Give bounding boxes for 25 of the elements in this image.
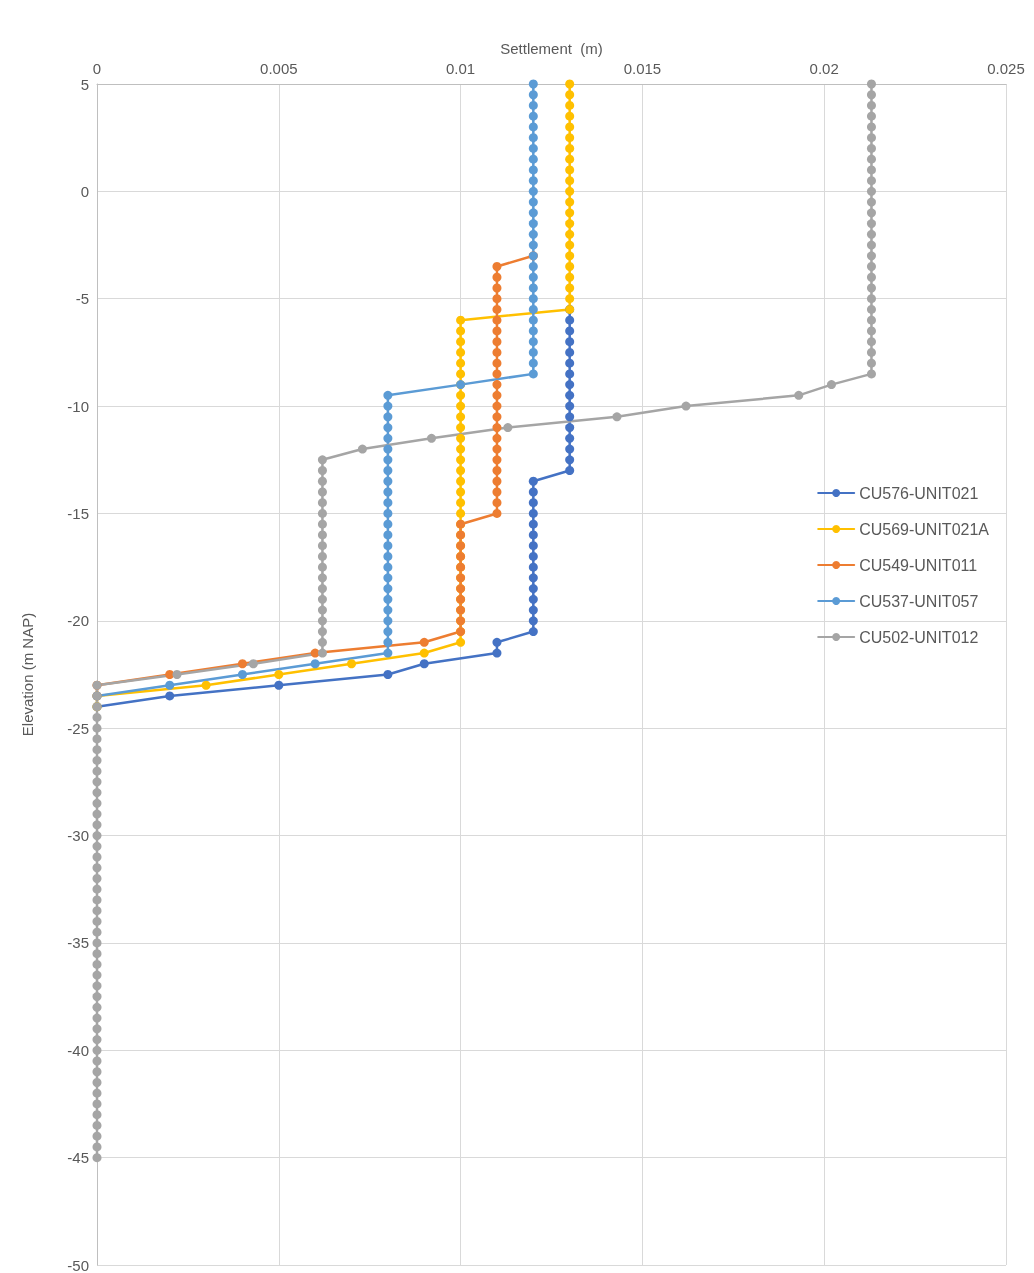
y-tick-label: -30: [67, 827, 89, 845]
y-tick-label: -10: [67, 397, 89, 415]
y-axis-title: Elevation (m NAP): [19, 612, 36, 737]
y-tick-label: -20: [67, 612, 89, 630]
legend-label: CU569-UNIT021A: [859, 520, 990, 538]
y-tick-label: -25: [67, 719, 89, 737]
y-tick-label: 0: [80, 182, 89, 200]
x-tick-label: 0: [92, 60, 102, 77]
y-tick-label: 5: [80, 75, 89, 93]
legend-label: CU549-UNIT011: [859, 556, 978, 574]
y-tick-label: -15: [67, 504, 89, 522]
y-tick-label: -45: [67, 1149, 89, 1167]
legend-label: CU576-UNIT021: [859, 484, 979, 502]
x-tick-label: 0.005: [260, 60, 298, 77]
y-tick-label: -40: [67, 1041, 89, 1059]
legend-label: CU537-UNIT057: [859, 592, 979, 610]
x-tick-label: 0.025: [987, 60, 1025, 77]
y-tick-label: -35: [67, 934, 89, 952]
y-tick-label: -5: [75, 290, 89, 308]
x-tick-label: 0.01: [446, 60, 476, 77]
x-tick-label: 0.015: [623, 60, 662, 77]
y-tick-label: -50: [67, 1256, 89, 1273]
x-tick-label: 0.02: [809, 60, 839, 77]
legend-label: CU502-UNIT012: [859, 628, 979, 646]
x-axis-title: Settlement (m): [500, 40, 603, 57]
